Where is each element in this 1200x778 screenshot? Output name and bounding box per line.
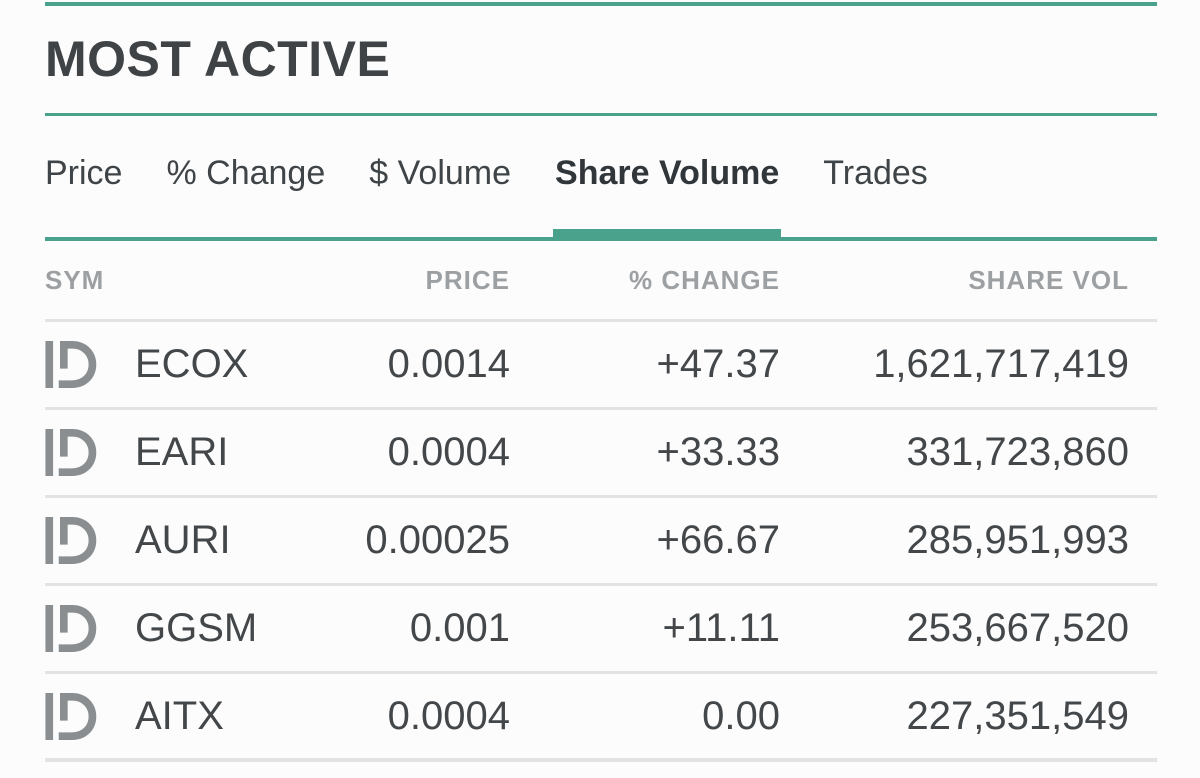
price-cell: 0.0014 — [387, 342, 510, 386]
change-cell: +11.11 — [662, 606, 780, 650]
price-cell: 0.00025 — [365, 518, 510, 562]
share-vol-cell: 331,723,860 — [906, 430, 1129, 474]
col-header-change: % CHANGE — [628, 264, 780, 295]
col-header-share-vol: SHARE VOL — [968, 264, 1129, 295]
tab-percent-change[interactable]: % Change — [166, 154, 326, 192]
change-cell: +47.37 — [656, 342, 780, 386]
table-header-row: SYM PRICE % CHANGE SHARE VOL — [45, 241, 1157, 322]
price-cell: 0.0004 — [387, 430, 510, 474]
most-active-widget: MOST ACTIVE Price % Change $ Volume Shar… — [0, 2, 1200, 762]
page-title: MOST ACTIVE — [45, 31, 391, 87]
price-cell: 0.001 — [409, 606, 510, 650]
share-vol-cell: 253,667,520 — [906, 606, 1129, 650]
tab-trades[interactable]: Trades — [823, 154, 928, 192]
table-row[interactable]: ECOX 0.0014 +47.37 1,621,717,419 — [45, 322, 1157, 410]
sort-tabs: Price % Change $ Volume Share Volume Tra… — [45, 154, 1157, 241]
table-row[interactable]: AITX 0.0004 0.00 227,351,549 — [45, 674, 1157, 762]
table-row[interactable]: GGSM 0.001 +11.11 253,667,520 — [45, 586, 1157, 674]
price-cell: 0.0004 — [387, 693, 510, 738]
symbol-cell: ECOX — [135, 342, 249, 386]
otcid-tier-icon — [45, 605, 135, 652]
change-cell: 0.00 — [702, 693, 780, 738]
top-accent-line — [45, 2, 1157, 6]
share-vol-cell: 285,951,993 — [906, 518, 1129, 562]
tab-share-volume[interactable]: Share Volume — [553, 154, 782, 241]
share-vol-cell: 227,351,549 — [906, 693, 1129, 738]
title-underline — [45, 113, 1157, 116]
change-cell: +66.67 — [656, 518, 780, 562]
table-row[interactable]: AURI 0.00025 +66.67 285,951,993 — [45, 498, 1157, 586]
otcid-tier-icon — [45, 692, 135, 740]
otcid-tier-icon — [45, 517, 135, 564]
col-header-sym: SYM — [45, 264, 105, 295]
tabs-underline — [45, 237, 1157, 241]
table-row[interactable]: EARI 0.0004 +33.33 331,723,860 — [45, 410, 1157, 498]
col-header-price: PRICE — [425, 264, 510, 295]
symbol-cell: AITX — [135, 693, 224, 738]
change-cell: +33.33 — [656, 430, 780, 474]
symbol-cell: AURI — [135, 518, 231, 562]
share-vol-cell: 1,621,717,419 — [873, 342, 1129, 386]
tab-dollar-volume[interactable]: $ Volume — [369, 154, 512, 192]
symbol-cell: EARI — [135, 430, 229, 474]
tab-price[interactable]: Price — [45, 154, 123, 192]
otcid-tier-icon — [45, 341, 135, 388]
symbol-cell: GGSM — [135, 606, 258, 650]
most-active-table: SYM PRICE % CHANGE SHARE VOL ECOX 0.0014… — [45, 241, 1157, 762]
otcid-tier-icon — [45, 429, 135, 476]
